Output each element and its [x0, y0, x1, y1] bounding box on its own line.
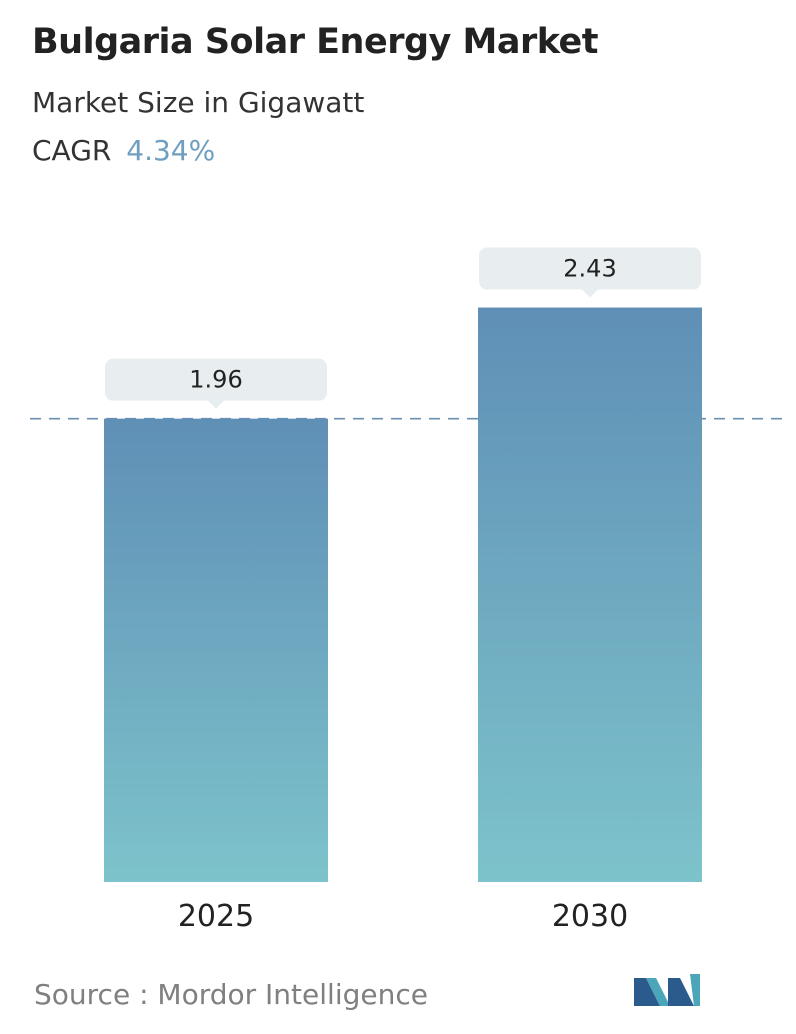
value-label-2025: 1.96 [189, 366, 242, 394]
chart-title: Bulgaria Solar Energy Market [32, 22, 599, 62]
cagr-label: CAGR [32, 134, 112, 167]
value-label-box-2025 [105, 358, 327, 401]
bar-2030 [478, 307, 702, 883]
source-name: Mordor Intelligence [157, 978, 428, 1011]
value-label-pointer-2025 [208, 400, 224, 409]
chart-subtitle: Market Size in Gigawatt [32, 86, 365, 119]
source-note: Source : Mordor Intelligence [34, 978, 428, 1011]
value-label-box-2030 [479, 247, 701, 290]
mordor-intelligence-logo-icon [634, 974, 700, 1006]
cagr-value: 4.34% [126, 134, 216, 167]
bar-chart: 1.96 2025 2.43 2030 [30, 247, 784, 934]
value-label-2030: 2.43 [563, 255, 616, 283]
category-label-2030: 2030 [552, 899, 628, 934]
source-label: Source : [34, 978, 149, 1011]
value-label-pointer-2030 [582, 289, 598, 298]
bar-2025 [104, 418, 328, 882]
category-label-2025: 2025 [178, 899, 254, 934]
cagr-line: CAGR 4.34% [32, 134, 215, 167]
